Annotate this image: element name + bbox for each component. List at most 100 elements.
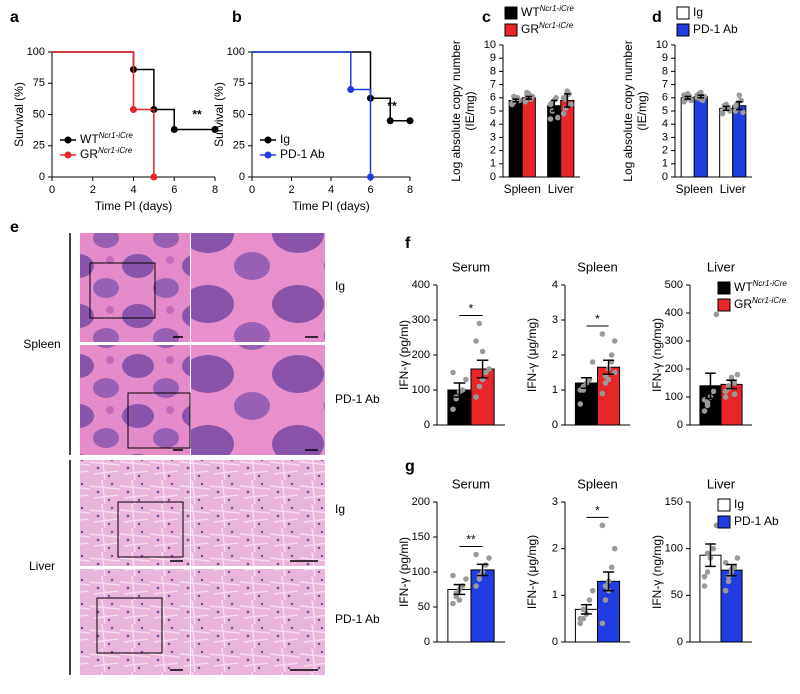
data-point (611, 545, 618, 552)
data-point (719, 110, 726, 117)
x-tick-label: 6 (171, 184, 177, 196)
y-tick-label: 2 (662, 145, 668, 157)
y-tick-label: 100 (227, 46, 245, 58)
data-point (608, 352, 615, 358)
chart-title: Serum (452, 259, 490, 274)
y-tick-label: 0 (662, 171, 668, 183)
y-tick-label: 3 (662, 131, 668, 143)
x-tick-label: 6 (367, 184, 373, 196)
data-point (710, 545, 717, 552)
y-tick-label: 3 (490, 131, 496, 143)
legend-name: Ig (280, 132, 290, 146)
bar (470, 569, 495, 643)
y-axis-label: IFN-γ (ng/mg) (650, 535, 664, 609)
x-axis-label: Time PI (days) (292, 199, 370, 213)
legend-superscript: Ncr1-iCre (539, 21, 574, 30)
y-tick-label: 100 (665, 391, 683, 403)
data-point (463, 576, 469, 582)
legend-name: PD-1 Ab (734, 514, 779, 528)
data-point (725, 573, 732, 580)
x-tick-label: 2 (288, 184, 294, 196)
survival-point (406, 117, 414, 125)
significance: ** (387, 99, 397, 113)
x-tick-label: 8 (212, 184, 218, 196)
legend-marker (64, 136, 72, 144)
y-tick-label: 150 (412, 531, 430, 543)
y-tick-label: 9 (662, 52, 668, 64)
legend-swatch (717, 498, 731, 512)
insets (89, 262, 191, 654)
legend-label: Ig (693, 5, 703, 19)
y-tick-label: 75 (33, 77, 45, 89)
legend-name: GR (521, 22, 539, 36)
y-tick-label: 1 (552, 384, 558, 396)
data-point (486, 555, 492, 561)
data-point (602, 597, 609, 603)
y-tick-label: 100 (27, 46, 45, 58)
y-tick-label: 6 (662, 92, 668, 104)
y-tick-label: 7 (662, 79, 668, 91)
y-tick-label: 4 (490, 118, 496, 130)
micrograph (191, 345, 325, 455)
y-axis-label: IFN-γ (pg/ml) (397, 537, 411, 607)
data-point (450, 600, 456, 607)
data-point (599, 522, 606, 529)
y-tick-label: 100 (412, 384, 430, 396)
bar (521, 97, 536, 178)
bar (680, 97, 695, 178)
legend-swatch (717, 298, 731, 312)
chart-title: Spleen (577, 259, 617, 274)
data-point (586, 597, 593, 603)
significance: ** (466, 533, 476, 547)
y-tick-label: 6 (490, 92, 496, 104)
survival-point (150, 173, 158, 181)
panel-letter: e (10, 219, 19, 236)
data-point (722, 394, 729, 400)
data-point (459, 387, 466, 393)
bar (719, 107, 734, 178)
legend-superscript: Ncr1-iCre (752, 296, 787, 305)
legend-superscript: Ncr1-iCre (98, 146, 133, 155)
y-tick-label: 50 (33, 108, 45, 120)
y-tick-label: 1 (490, 158, 496, 170)
y-tick-label: 2 (490, 145, 496, 157)
micrograph (80, 233, 190, 342)
x-tick-label: 8 (407, 184, 413, 196)
legend-swatch (504, 23, 518, 37)
legend-label: WTNcr1-iCre (80, 131, 133, 146)
y-tick-label: 300 (412, 314, 430, 326)
chart-title: Serum (452, 476, 490, 491)
micrograph (80, 345, 190, 455)
data-point (725, 383, 732, 389)
data-point (599, 331, 606, 337)
panel-e: e Spleen Liver Ig PD-1 Ab Ig PD-1 Ab (10, 219, 380, 675)
data-point (547, 116, 554, 122)
data-point (476, 383, 483, 390)
y-tick-label: 2 (552, 349, 558, 361)
legend-label: GRNcr1-iCre (521, 21, 574, 36)
data-point (555, 114, 561, 121)
legend-marker (264, 151, 272, 159)
data-point (473, 394, 479, 400)
data-point (722, 587, 729, 594)
panel-letter: c (482, 9, 491, 26)
x-tick-label: Spleen (504, 182, 541, 196)
micrograph (80, 569, 190, 675)
data-point (704, 569, 711, 575)
panel-letter: f (405, 235, 411, 252)
data-point (725, 578, 732, 585)
legend-name: GR (734, 297, 752, 311)
data-point (524, 89, 530, 96)
data-point (589, 359, 596, 365)
data-point (568, 101, 574, 108)
legend-superscript: Ncr1-iCre (753, 279, 788, 288)
data-point (710, 388, 717, 395)
y-tick-label: 50 (233, 108, 245, 120)
data-point (473, 551, 479, 558)
legend-name: WT (80, 132, 99, 146)
x-tick-label: 2 (90, 184, 96, 196)
x-tick-label: Liver (720, 182, 746, 196)
data-point (605, 376, 612, 383)
x-tick-label: 0 (249, 184, 255, 196)
